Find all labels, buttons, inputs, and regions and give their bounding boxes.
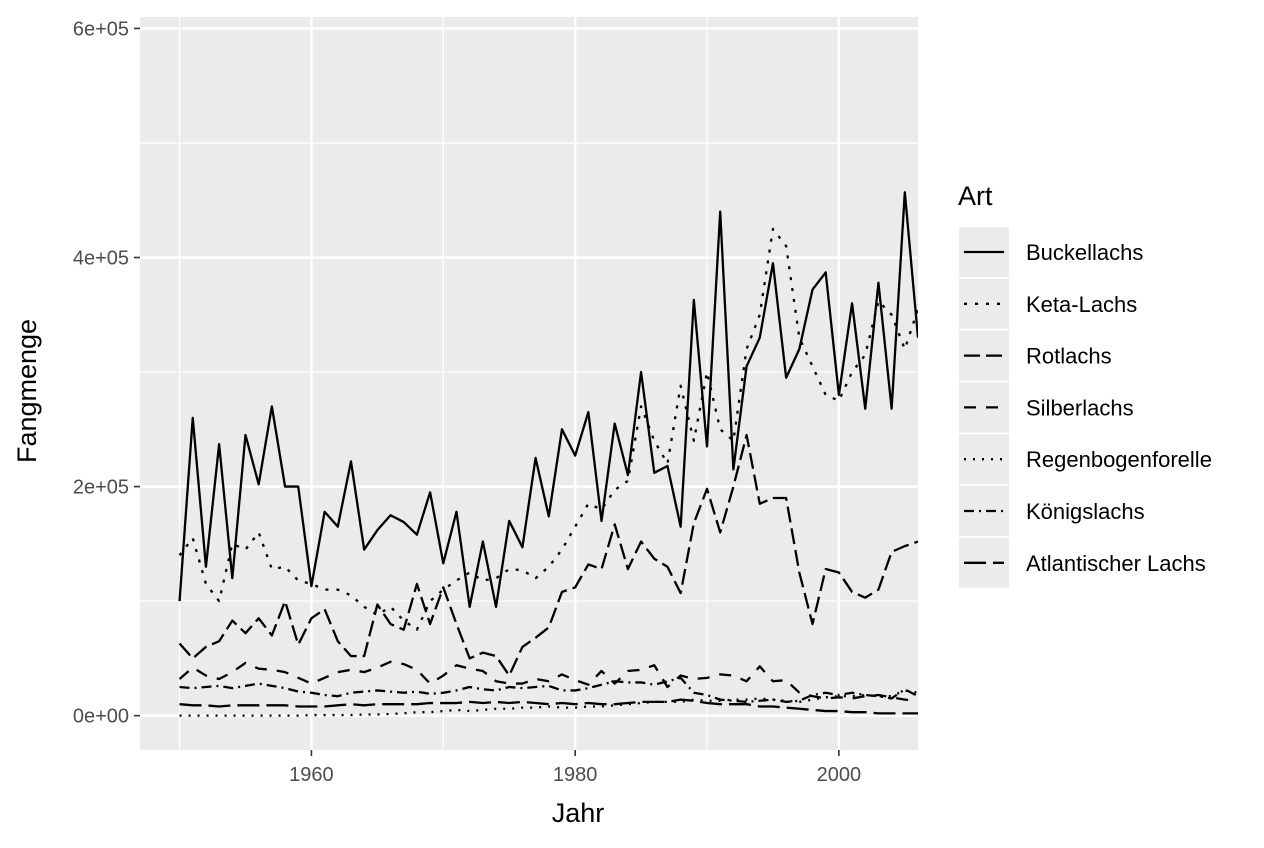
y-tick-label: 4e+05 — [73, 248, 129, 270]
series-line-buckellachs — [178, 191, 918, 608]
legend-title: Art — [958, 181, 993, 211]
legend-label-atlantischer-lachs: Atlantischer Lachs — [1026, 551, 1206, 576]
legend-key-keta-lachs — [959, 278, 1009, 329]
series-layer — [178, 191, 918, 717]
x-tick-label: 2000 — [817, 764, 862, 786]
legend: Art Buckellachs Keta-Lachs Rotlachs Silberl… — [958, 181, 1212, 588]
axes: 1960 1980 2000 0e+00 2e+05 4e+05 6e+05 — [73, 18, 861, 786]
legend-label-buckellachs: Buckellachs — [1026, 240, 1143, 265]
legend-label-rotlachs: Rotlachs — [1026, 344, 1112, 369]
y-tick-label: 6e+05 — [73, 18, 129, 40]
legend-label-regenbogenforelle: Regenbogenforelle — [1026, 447, 1212, 472]
series-line-regenbogenforelle — [179, 689, 918, 717]
legend-label-k-nigslachs: Königslachs — [1026, 499, 1145, 524]
grid-minor — [140, 17, 918, 750]
x-tick-label: 1980 — [553, 764, 598, 786]
legend-label-silberlachs: Silberlachs — [1026, 395, 1134, 420]
y-tick-label: 0e+00 — [73, 706, 129, 728]
series-line-silberlachs — [178, 660, 918, 702]
legend-label-keta-lachs: Keta-Lachs — [1026, 292, 1137, 317]
series-line-atlantischer-lachs — [179, 698, 918, 715]
panel-background — [140, 17, 918, 750]
y-tick-label: 2e+05 — [73, 477, 129, 499]
series-line-rotlachs — [178, 433, 918, 677]
x-tick-label: 1960 — [289, 764, 334, 786]
plot-area — [178, 191, 918, 717]
x-axis-title: Jahr — [552, 798, 605, 828]
y-axis-title: Fangmenge — [12, 319, 42, 463]
